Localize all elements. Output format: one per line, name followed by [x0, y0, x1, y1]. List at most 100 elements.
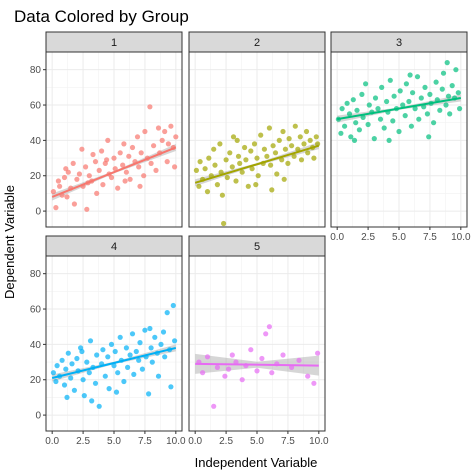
data-point	[381, 125, 387, 131]
data-point	[444, 60, 450, 66]
data-point	[281, 176, 287, 182]
data-point	[338, 130, 344, 136]
data-point	[217, 141, 223, 147]
data-point	[74, 176, 80, 182]
data-point	[168, 384, 174, 390]
data-point	[259, 355, 265, 362]
data-point	[229, 164, 235, 170]
x-tick-label: 2.5	[361, 232, 375, 243]
data-point	[400, 102, 406, 108]
data-point	[274, 171, 280, 177]
x-tick-label: 5.0	[107, 436, 121, 447]
data-point	[243, 157, 249, 163]
data-point	[235, 153, 242, 159]
trend-line	[195, 362, 319, 367]
data-point	[379, 84, 385, 90]
data-point	[63, 166, 69, 172]
data-point	[449, 83, 455, 89]
data-point	[115, 370, 121, 376]
data-point	[84, 359, 90, 365]
data-point	[89, 398, 95, 404]
x-tick-label: 5.0	[392, 232, 406, 243]
data-point	[263, 331, 269, 337]
data-point	[315, 141, 321, 147]
data-point	[105, 354, 111, 360]
data-point	[74, 355, 80, 362]
data-point	[155, 373, 162, 379]
data-point	[112, 348, 118, 355]
data-point	[81, 393, 87, 399]
data-point	[196, 183, 202, 189]
data-point	[96, 403, 102, 409]
data-point	[402, 113, 408, 119]
data-point	[214, 364, 220, 370]
data-point	[117, 150, 123, 156]
data-point	[53, 205, 59, 211]
data-point	[301, 141, 307, 147]
data-point	[59, 357, 65, 363]
data-point	[106, 386, 112, 392]
data-point	[397, 88, 403, 94]
data-point	[123, 169, 129, 175]
data-point	[136, 164, 142, 170]
data-point	[418, 95, 424, 101]
data-point	[268, 162, 274, 168]
data-point	[239, 169, 245, 175]
data-point	[433, 79, 439, 85]
data-point	[305, 150, 311, 156]
data-point	[276, 137, 282, 143]
data-point	[266, 324, 272, 330]
panel-border	[45, 51, 183, 228]
data-point	[237, 160, 243, 166]
data-point	[160, 329, 167, 335]
data-point	[427, 91, 433, 97]
data-point	[137, 183, 143, 189]
data-point	[71, 387, 77, 393]
data-point	[142, 128, 148, 135]
data-point	[148, 160, 154, 166]
data-point	[377, 116, 384, 122]
trend-line	[337, 96, 461, 121]
data-point	[170, 302, 176, 309]
y-tick-label: 40	[30, 340, 42, 351]
data-point	[408, 123, 414, 129]
x-tick-label: 0.0	[330, 232, 344, 243]
data-point	[424, 111, 430, 117]
x-tick-label: 5.0	[250, 436, 264, 447]
facet-strip-label: 5	[254, 241, 260, 253]
panel-border	[188, 51, 326, 228]
y-tick-label: 0	[35, 411, 41, 422]
data-point	[76, 171, 82, 177]
data-point	[121, 378, 127, 385]
data-point	[407, 72, 413, 78]
data-point	[83, 164, 89, 170]
data-point	[233, 178, 239, 184]
data-point	[297, 134, 303, 140]
x-tick-label: 7.5	[138, 436, 152, 447]
data-point	[121, 141, 127, 147]
x-tick-label: 7.5	[281, 436, 295, 447]
data-point	[149, 359, 155, 365]
data-point	[71, 201, 77, 207]
data-point	[360, 114, 366, 120]
data-point	[261, 146, 267, 152]
data-point	[269, 370, 275, 376]
data-point	[386, 137, 392, 143]
data-point	[155, 125, 162, 131]
data-point	[129, 144, 136, 151]
data-point	[218, 169, 224, 175]
data-point	[406, 98, 412, 105]
data-point	[92, 159, 99, 165]
x-tick-label: 0.0	[188, 436, 202, 447]
data-point	[426, 134, 432, 140]
data-point	[137, 340, 143, 346]
data-point	[315, 350, 321, 356]
data-point	[84, 206, 90, 212]
data-point	[86, 173, 92, 179]
data-point	[350, 97, 356, 103]
trend-line	[194, 144, 320, 184]
data-point	[351, 137, 358, 143]
data-point	[414, 74, 421, 80]
data-point	[437, 107, 443, 113]
